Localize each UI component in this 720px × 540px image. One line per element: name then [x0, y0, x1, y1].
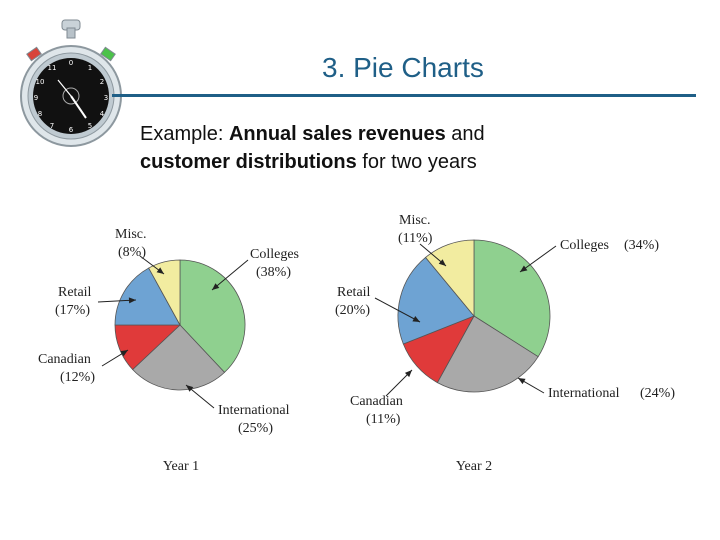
slice-pointer-head: [518, 378, 526, 385]
pie-slice-colleges: [473, 239, 551, 358]
slice-pointer: [211, 259, 249, 291]
slice-pointer-head: [404, 370, 412, 378]
subtitle-suffix: for two years: [356, 151, 477, 173]
slice-percent-label: (11%): [366, 412, 401, 427]
slice-percent-label: (8%): [118, 245, 146, 260]
slice-label: Retail: [337, 285, 371, 300]
slide-subtitle: Example: Annual sales revenues and custo…: [140, 120, 660, 176]
pie-slice-international: [436, 315, 539, 393]
slice-label: Misc.: [399, 213, 431, 228]
subtitle-bold-1: Annual sales revenues: [228, 123, 446, 145]
slice-label: Retail: [58, 285, 92, 300]
slice-percent-label: (20%): [335, 303, 370, 318]
subtitle-bold-2: customer distributions: [140, 151, 357, 173]
svg-text:1: 1: [88, 64, 92, 72]
svg-text:8: 8: [38, 110, 42, 118]
slice-pointer-head: [128, 297, 136, 304]
slice-pointer-head: [412, 316, 420, 322]
slice-label: Colleges: [250, 247, 299, 262]
slice-label: International: [548, 386, 620, 401]
slice-percent-label: (11%): [398, 231, 433, 246]
svg-text:3: 3: [104, 94, 108, 102]
slice-percent-label: (25%): [238, 421, 273, 436]
slice-label: Canadian: [38, 352, 91, 367]
slice-pointer-head: [156, 267, 164, 274]
pie-slice-international: [132, 324, 226, 391]
pie-chart-2: Colleges (34%) International (24%) Canadian (…: [335, 213, 675, 474]
slice-label: International: [218, 403, 290, 418]
slice-pointer-head: [186, 385, 194, 392]
svg-text:6: 6: [69, 126, 74, 134]
slice-pointer: [374, 297, 421, 323]
subtitle-prefix: Example:: [140, 123, 229, 145]
slice-pointer-head: [520, 265, 528, 272]
slice-label: Colleges: [560, 238, 609, 253]
slice-percent-label: (38%): [256, 265, 291, 280]
pie-chart-title: Year 2: [456, 459, 492, 474]
svg-text:0: 0: [69, 59, 73, 67]
svg-text:7: 7: [50, 122, 54, 130]
slide-title: 3. Pie Charts: [322, 52, 484, 83]
svg-text:4: 4: [100, 110, 105, 118]
slice-pointer-head: [438, 259, 446, 266]
svg-text:11: 11: [48, 64, 57, 72]
pie-chart-title: Year 1: [163, 459, 199, 474]
svg-text:9: 9: [34, 94, 38, 102]
slice-percent-label: (34%): [624, 238, 659, 253]
slice-percent-label: (17%): [55, 303, 90, 318]
pie-slice-colleges: [179, 259, 246, 373]
pie-slice-misc: [148, 259, 181, 326]
subtitle-mid: and: [445, 123, 485, 145]
svg-text:10: 10: [36, 78, 45, 86]
slice-pointer-head: [212, 283, 220, 290]
title-rule: [112, 94, 696, 97]
svg-text:2: 2: [100, 78, 104, 86]
slice-percent-label: (24%): [640, 386, 675, 401]
slice-pointer-head: [120, 350, 128, 357]
slice-percent-label: (12%): [60, 370, 95, 385]
pie-slice-retail: [114, 267, 181, 326]
pie-slice-retail: [397, 256, 475, 345]
slice-label: Misc.: [115, 227, 147, 242]
svg-text:5: 5: [88, 122, 92, 130]
slice-label: Canadian: [350, 394, 403, 409]
slice-pointer: [519, 245, 557, 273]
pie-chart-1: Colleges (38%) International (25%) Canadian (…: [38, 227, 299, 474]
